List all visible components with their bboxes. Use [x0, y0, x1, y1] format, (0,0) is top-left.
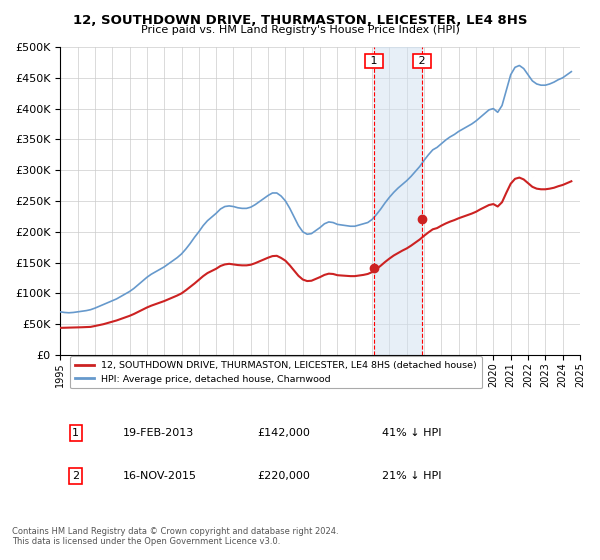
Bar: [374, 47, 422, 355]
Text: 2: 2: [72, 471, 79, 481]
Text: 16-NOV-2015: 16-NOV-2015: [122, 471, 197, 481]
Text: 41% ↓ HPI: 41% ↓ HPI: [382, 428, 442, 438]
Text: £142,000: £142,000: [258, 428, 311, 438]
Text: 1: 1: [73, 428, 79, 438]
Legend: 12, SOUTHDOWN DRIVE, THURMASTON, LEICESTER, LE4 8HS (detached house), HPI: Avera: 12, SOUTHDOWN DRIVE, THURMASTON, LEICEST…: [70, 356, 482, 389]
Text: Price paid vs. HM Land Registry's House Price Index (HPI): Price paid vs. HM Land Registry's House …: [140, 25, 460, 35]
Text: Contains HM Land Registry data © Crown copyright and database right 2024.
This d: Contains HM Land Registry data © Crown c…: [12, 526, 338, 546]
Text: 21% ↓ HPI: 21% ↓ HPI: [382, 471, 442, 481]
Text: 1: 1: [367, 56, 381, 66]
Text: £220,000: £220,000: [258, 471, 311, 481]
Text: 2: 2: [415, 56, 429, 66]
Text: 19-FEB-2013: 19-FEB-2013: [122, 428, 194, 438]
Text: 12, SOUTHDOWN DRIVE, THURMASTON, LEICESTER, LE4 8HS: 12, SOUTHDOWN DRIVE, THURMASTON, LEICEST…: [73, 14, 527, 27]
